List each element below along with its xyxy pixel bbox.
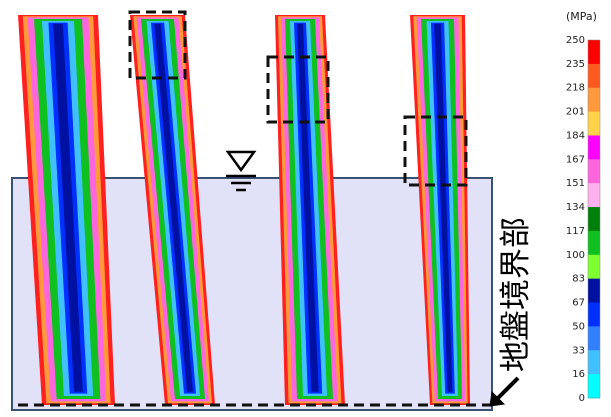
colorbar-tick-label: 16 xyxy=(572,369,585,380)
colorbar-tick-label: 235 xyxy=(566,59,585,70)
colorbar-segment xyxy=(588,279,600,303)
colorbar-tick-label: 134 xyxy=(566,202,585,213)
colorbar-segment xyxy=(588,64,600,88)
colorbar-tick-label: 100 xyxy=(566,250,585,261)
colorbar-segment xyxy=(588,303,600,327)
colorbar-tick-label: 218 xyxy=(566,83,585,94)
colorbar-segment xyxy=(588,374,600,398)
colorbar-segment xyxy=(588,40,600,64)
annotation: 地盤境界部 xyxy=(498,217,534,372)
colorbar-tick-label: 83 xyxy=(572,274,585,285)
colorbar-tick-label: 33 xyxy=(572,345,585,356)
colorbar-tick-label: 0 xyxy=(579,393,585,404)
colorbar-unit: (MPa) xyxy=(566,10,597,23)
colorbar-tick-label: 250 xyxy=(566,35,585,46)
colorbar-segment xyxy=(588,159,600,183)
colorbar-tick-label: 201 xyxy=(566,107,585,118)
colorbar-segment xyxy=(588,183,600,207)
arrow xyxy=(490,378,518,406)
colorbar-segment xyxy=(588,231,600,255)
colorbar-segment xyxy=(588,112,600,136)
colorbar-tick-label: 117 xyxy=(566,226,585,237)
colorbar-tick-label: 50 xyxy=(572,321,585,332)
colorbar-segment xyxy=(588,207,600,231)
colorbar-segment xyxy=(588,326,600,350)
colorbar: 250 235 218 201 184 167 151 134 117 100 83 67 50 33 16… xyxy=(566,35,600,404)
colorbar-segment xyxy=(588,255,600,279)
colorbar-tick-label: 151 xyxy=(566,178,585,189)
colorbar-tick-label: 67 xyxy=(572,298,585,309)
colorbar-segment xyxy=(588,135,600,159)
colorbar-segment xyxy=(588,350,600,374)
colorbar-segment xyxy=(588,88,600,112)
colorbar-tick-label: 184 xyxy=(566,130,585,141)
figure: 地盤境界部 (MPa) 250 235 218 201 184 167 151 134 117 1… xyxy=(0,0,611,417)
colorbar-tick-label: 167 xyxy=(566,154,585,165)
